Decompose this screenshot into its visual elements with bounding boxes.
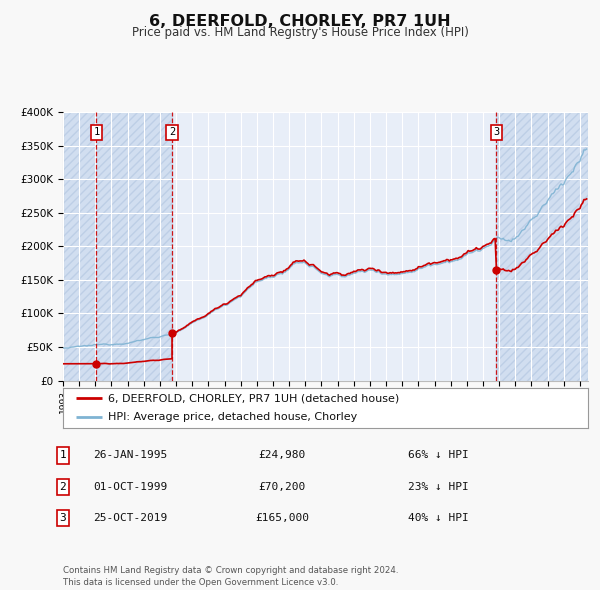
- Bar: [63, 112, 97, 381]
- Text: £24,980: £24,980: [259, 451, 305, 460]
- Text: 2: 2: [59, 482, 67, 491]
- Text: 40% ↓ HPI: 40% ↓ HPI: [408, 513, 469, 523]
- Text: 2: 2: [169, 127, 175, 137]
- Text: 26-JAN-1995: 26-JAN-1995: [93, 451, 167, 460]
- Text: Price paid vs. HM Land Registry's House Price Index (HPI): Price paid vs. HM Land Registry's House …: [131, 26, 469, 39]
- Text: 23% ↓ HPI: 23% ↓ HPI: [408, 482, 469, 491]
- Text: 1: 1: [94, 127, 100, 137]
- Text: 3: 3: [493, 127, 499, 137]
- Bar: [63, 112, 97, 381]
- Bar: [496, 112, 588, 381]
- Bar: [97, 112, 172, 381]
- Text: 66% ↓ HPI: 66% ↓ HPI: [408, 451, 469, 460]
- Bar: [97, 112, 172, 381]
- Bar: [496, 112, 588, 381]
- Text: £165,000: £165,000: [255, 513, 309, 523]
- Text: HPI: Average price, detached house, Chorley: HPI: Average price, detached house, Chor…: [107, 412, 357, 422]
- Text: 25-OCT-2019: 25-OCT-2019: [93, 513, 167, 523]
- Text: 01-OCT-1999: 01-OCT-1999: [93, 482, 167, 491]
- Text: 3: 3: [59, 513, 67, 523]
- Text: Contains HM Land Registry data © Crown copyright and database right 2024.
This d: Contains HM Land Registry data © Crown c…: [63, 566, 398, 587]
- Text: 6, DEERFOLD, CHORLEY, PR7 1UH: 6, DEERFOLD, CHORLEY, PR7 1UH: [149, 14, 451, 29]
- Text: 1: 1: [59, 451, 67, 460]
- Text: 6, DEERFOLD, CHORLEY, PR7 1UH (detached house): 6, DEERFOLD, CHORLEY, PR7 1UH (detached …: [107, 394, 399, 404]
- Text: £70,200: £70,200: [259, 482, 305, 491]
